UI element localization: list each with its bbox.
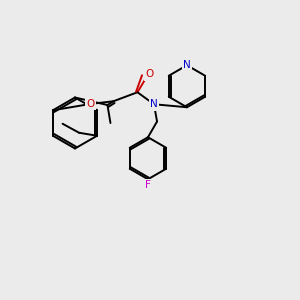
Text: O: O [87,99,95,109]
Text: O: O [145,69,154,79]
Text: N: N [150,99,158,109]
Text: F: F [145,180,151,190]
Text: N: N [183,60,191,70]
